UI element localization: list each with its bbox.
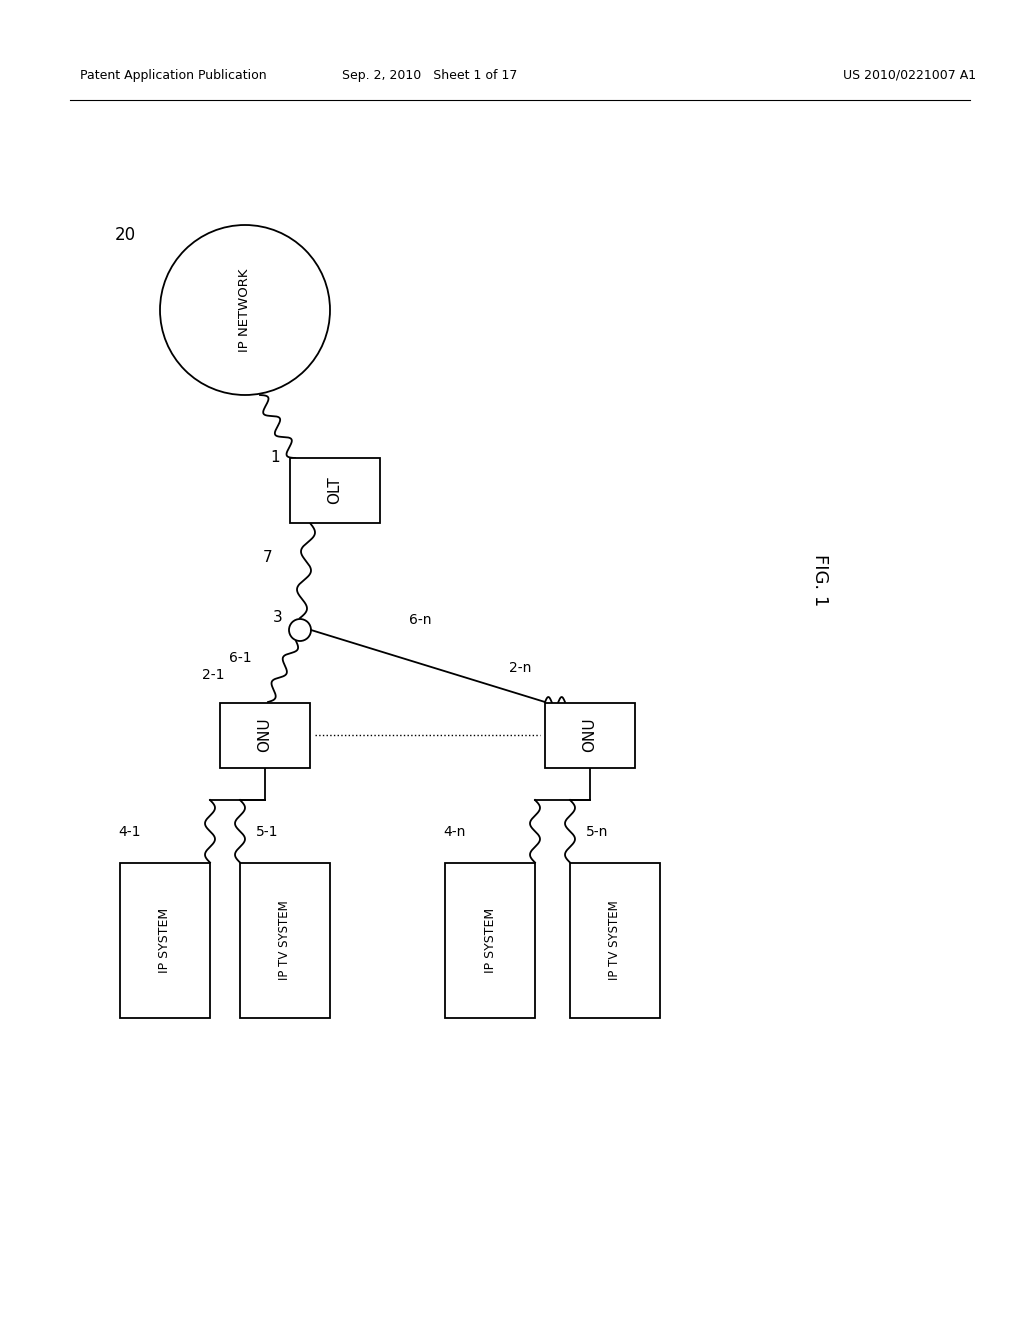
Text: 4-n: 4-n (443, 825, 466, 840)
FancyBboxPatch shape (445, 862, 535, 1018)
FancyBboxPatch shape (545, 702, 635, 767)
Text: IP SYSTEM: IP SYSTEM (483, 907, 497, 973)
Text: IP TV SYSTEM: IP TV SYSTEM (608, 900, 622, 979)
FancyBboxPatch shape (290, 458, 380, 523)
Text: Sep. 2, 2010   Sheet 1 of 17: Sep. 2, 2010 Sheet 1 of 17 (342, 69, 518, 82)
Text: FIG. 1: FIG. 1 (811, 554, 829, 606)
Text: 2-1: 2-1 (202, 668, 224, 682)
Text: 5-n: 5-n (586, 825, 608, 840)
Text: OLT: OLT (328, 477, 342, 504)
Text: 1: 1 (270, 450, 280, 466)
Text: 6-n: 6-n (409, 612, 431, 627)
Text: Patent Application Publication: Patent Application Publication (80, 69, 266, 82)
Text: IP NETWORK: IP NETWORK (239, 268, 252, 351)
Text: 3: 3 (273, 610, 283, 626)
Text: 20: 20 (115, 226, 135, 244)
FancyBboxPatch shape (240, 862, 330, 1018)
FancyBboxPatch shape (570, 862, 660, 1018)
Text: US 2010/0221007 A1: US 2010/0221007 A1 (844, 69, 977, 82)
Text: 4-1: 4-1 (119, 825, 141, 840)
Text: ONU: ONU (257, 718, 272, 752)
Text: 5-1: 5-1 (256, 825, 279, 840)
FancyBboxPatch shape (220, 702, 310, 767)
Text: 7: 7 (263, 550, 272, 565)
Text: IP TV SYSTEM: IP TV SYSTEM (279, 900, 292, 979)
Text: ONU: ONU (583, 718, 597, 752)
Text: IP SYSTEM: IP SYSTEM (159, 907, 171, 973)
Text: 2-n: 2-n (509, 661, 531, 675)
FancyBboxPatch shape (120, 862, 210, 1018)
Text: 6-1: 6-1 (228, 651, 251, 665)
